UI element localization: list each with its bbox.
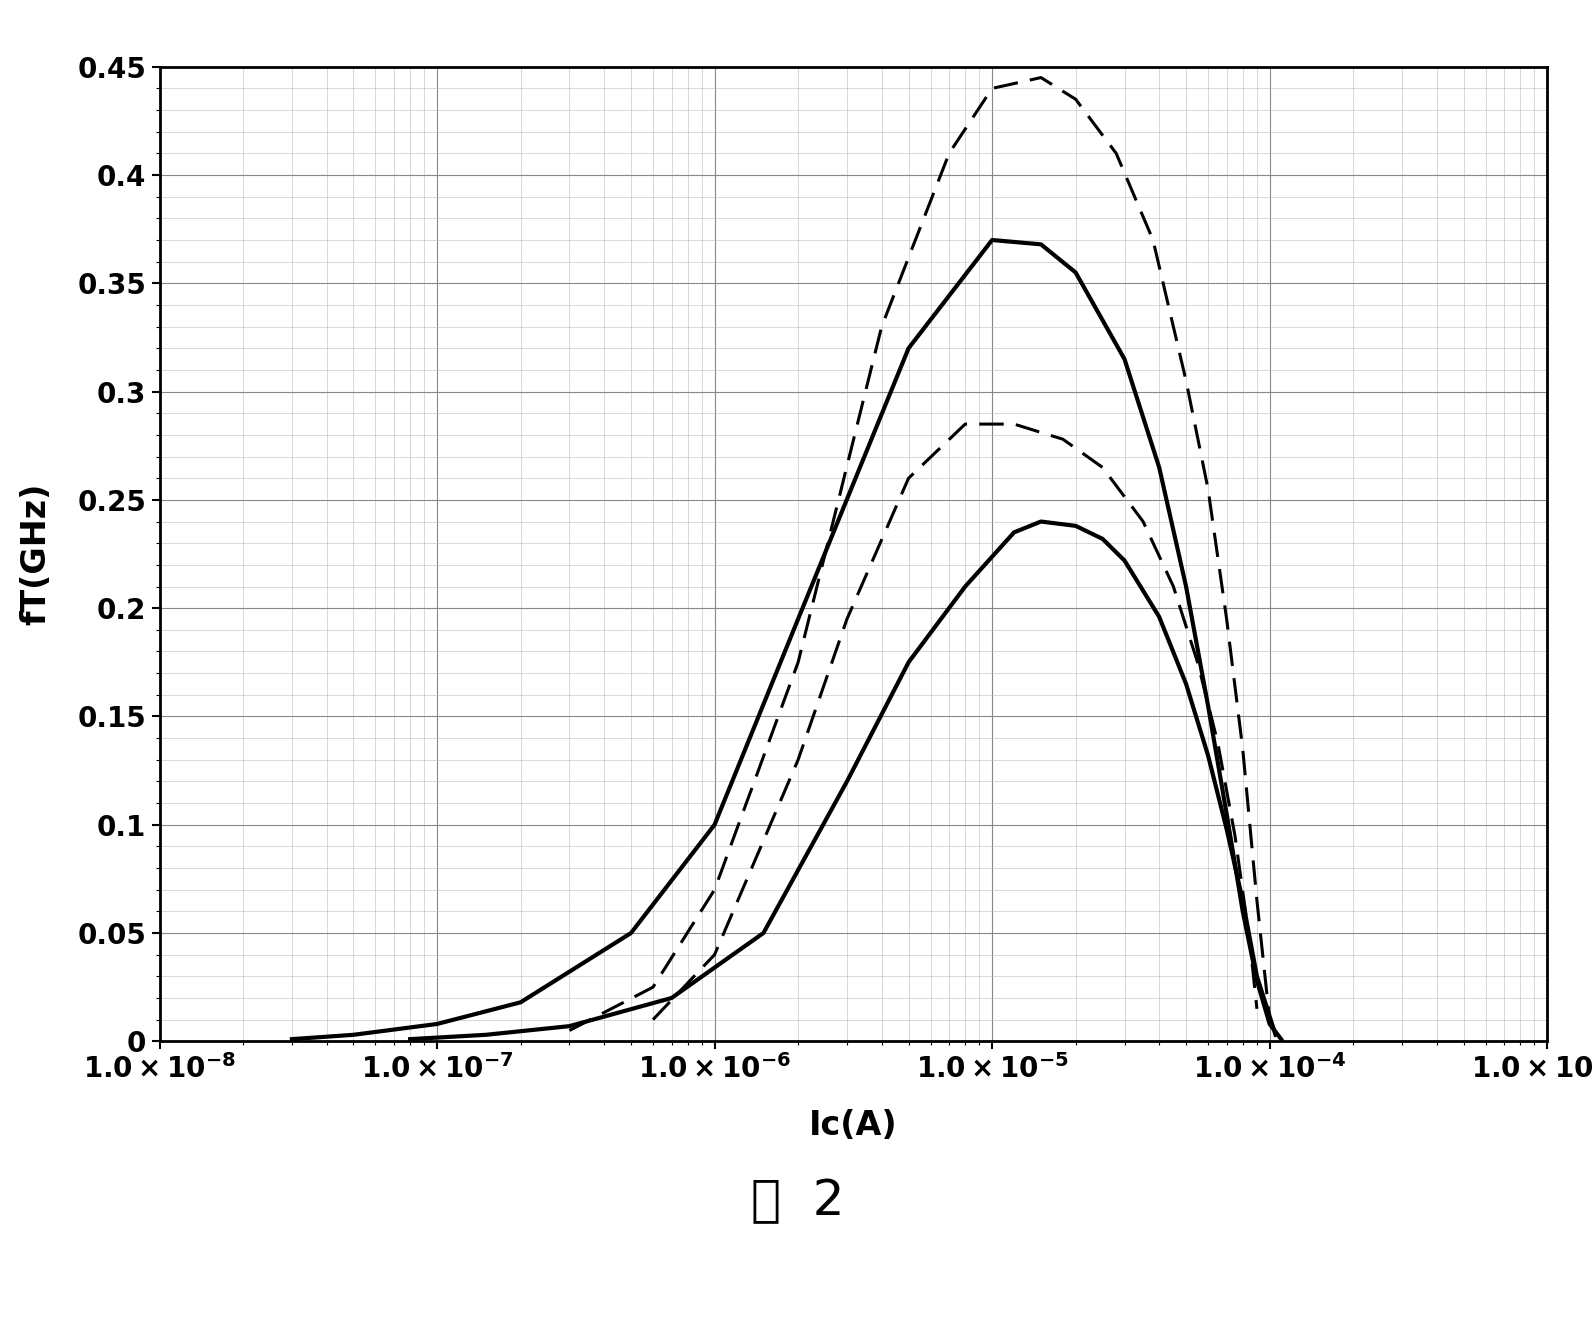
- X-axis label: Ic(A): Ic(A): [809, 1109, 898, 1143]
- Y-axis label: fT(GHz): fT(GHz): [19, 483, 53, 625]
- Text: 图  2: 图 2: [751, 1177, 844, 1226]
